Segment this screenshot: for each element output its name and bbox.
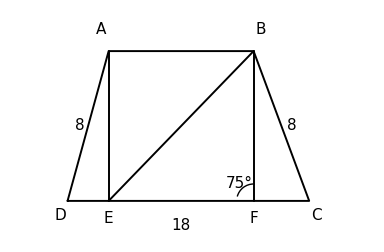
- Text: B: B: [256, 22, 266, 37]
- Text: C: C: [311, 208, 322, 223]
- Text: 8: 8: [75, 118, 84, 134]
- Text: 18: 18: [172, 217, 191, 233]
- Text: A: A: [96, 22, 107, 37]
- Text: F: F: [249, 211, 258, 226]
- Text: E: E: [104, 211, 113, 226]
- Text: 75°: 75°: [226, 176, 253, 192]
- Text: D: D: [55, 208, 66, 223]
- Text: 8: 8: [288, 118, 297, 134]
